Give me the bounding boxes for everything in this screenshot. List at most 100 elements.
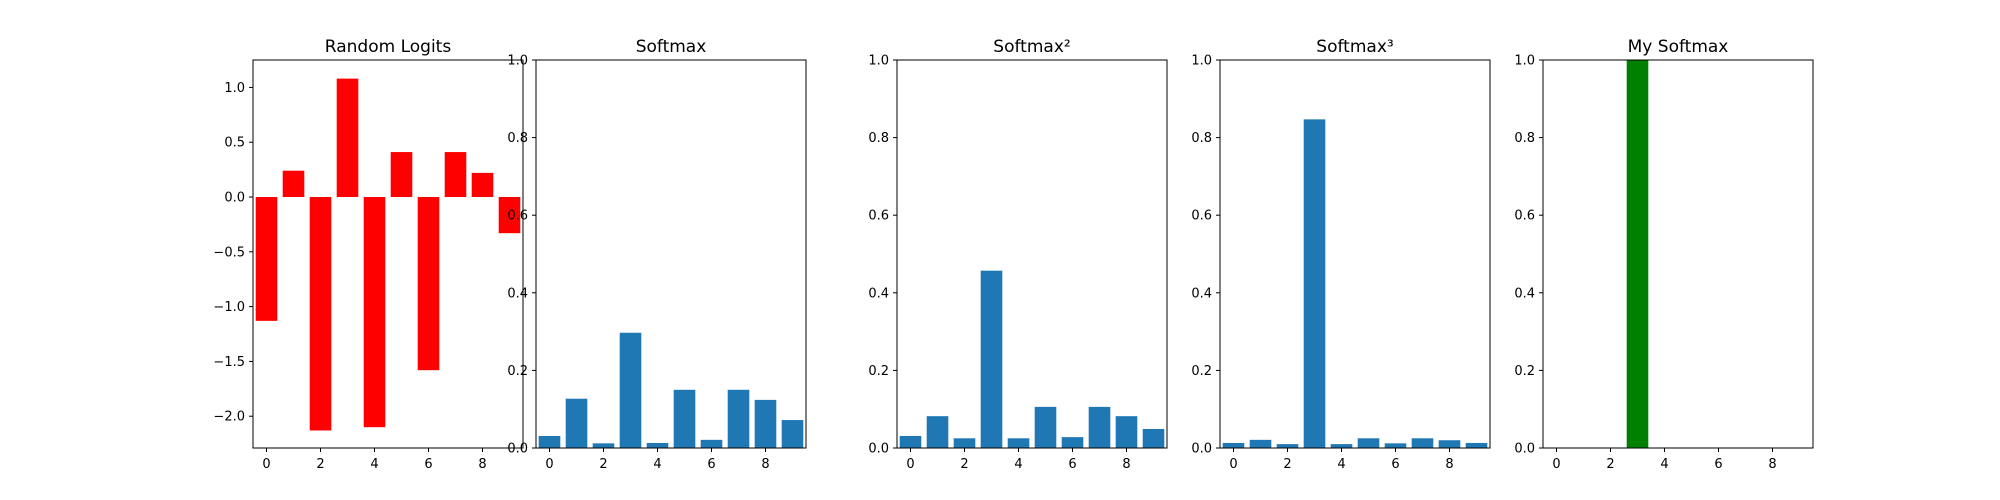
chart-title: Softmax [636, 37, 707, 57]
axes-frame [535, 59, 807, 449]
bar-7 [1411, 438, 1434, 448]
bar-0 [255, 197, 278, 321]
bar-9 [1465, 442, 1488, 448]
bar-3 [619, 332, 642, 448]
y-tick-label: 0.2 [507, 364, 528, 379]
bar-1 [565, 398, 588, 448]
chart-my-softmax: My Softmax 0.0 0.2 0.4 0.6 0.8 1.0 0 2 4 6 8 [1514, 37, 1814, 472]
chart-title: Random Logits [325, 37, 452, 57]
y-tick-label: 0.4 [507, 286, 528, 301]
bar-5 [1034, 406, 1057, 448]
axes-frame [252, 59, 524, 449]
y-tick-label: 1.0 [1191, 54, 1212, 69]
bar-5 [673, 389, 696, 448]
bar-7 [1088, 406, 1111, 448]
y-tick-label: 0.0 [507, 442, 528, 457]
y-tick-label: 0.6 [507, 209, 528, 224]
bar-3 [1626, 60, 1649, 448]
y-tick-label: 0.8 [1191, 131, 1212, 146]
bar-0 [1222, 442, 1245, 448]
bar-9 [781, 420, 804, 448]
y-tick-label: 1.0 [1514, 54, 1535, 69]
x-tick-label: 0 [1552, 457, 1560, 472]
x-tick-label: 8 [1445, 457, 1453, 472]
y-tick-label: 0.0 [1514, 442, 1535, 457]
x-tick-label: 8 [478, 457, 486, 472]
x-tick-label: 8 [1122, 457, 1130, 472]
bar-4 [646, 442, 669, 448]
y-tick-label: −1.5 [213, 355, 245, 370]
bar-4 [1007, 438, 1030, 448]
bar-2 [953, 438, 976, 448]
x-tick-label: 6 [707, 457, 715, 472]
bar-3 [1303, 119, 1326, 449]
y-tick-label: −1.0 [213, 300, 245, 315]
y-tick-label: 1.0 [224, 81, 245, 96]
y-tick-label: 0.6 [1191, 209, 1212, 224]
bar-2 [592, 443, 615, 448]
y-tick-label: 0.2 [868, 364, 889, 379]
x-tick-label: 2 [1283, 457, 1291, 472]
x-tick-label: 6 [1714, 457, 1722, 472]
bar-6 [417, 197, 440, 371]
y-tick-label: 0.2 [1514, 364, 1535, 379]
x-tick-label: 8 [1768, 457, 1776, 472]
chart-softmax-cubed: Softmax³ 0.0 0.2 0.4 0.6 0.8 1.0 0 2 4 6 8 [1191, 37, 1491, 472]
chart-softmax-squared: Softmax² 0.0 0.2 0.4 0.6 0.8 1.0 0 2 4 6 8 [868, 37, 1168, 472]
axes-frame [1219, 59, 1491, 449]
axes-frame [1542, 59, 1814, 449]
x-tick-label: 2 [960, 457, 968, 472]
bar-0 [899, 435, 922, 448]
x-tick-label: 6 [1391, 457, 1399, 472]
bar-7 [444, 152, 467, 198]
y-tick-label: 0.0 [868, 442, 889, 457]
chart-title: My Softmax [1628, 37, 1729, 57]
chart-random-logits: Random Logits −2.0 −1.5 −1.0 −0.5 0.0 0.5 1.0 0… [213, 37, 524, 472]
y-tick-label: −0.5 [213, 245, 245, 260]
bar-8 [754, 399, 777, 448]
bar-8 [471, 172, 494, 197]
chart-softmax: Softmax 0.0 0.2 0.4 0.6 0.8 1.0 0 2 4 6 8 [507, 37, 807, 472]
x-tick-label: 6 [1068, 457, 1076, 472]
bar-1 [926, 416, 949, 448]
y-tick-label: 0.2 [1191, 364, 1212, 379]
y-tick-label: 0.6 [868, 209, 889, 224]
bar-5 [1357, 438, 1380, 448]
y-tick-label: 0.6 [1514, 209, 1535, 224]
y-tick-label: 0.8 [507, 131, 528, 146]
bar-7 [727, 389, 750, 448]
x-tick-label: 0 [1229, 457, 1237, 472]
bar-9 [1142, 428, 1165, 448]
x-tick-label: 2 [1606, 457, 1614, 472]
x-tick-label: 4 [1660, 457, 1668, 472]
bar-3 [980, 270, 1003, 448]
y-tick-label: 0.4 [1514, 286, 1535, 301]
y-tick-label: 0.4 [868, 286, 889, 301]
bar-2 [309, 197, 332, 431]
bar-8 [1438, 440, 1461, 448]
y-tick-label: 0.0 [224, 191, 245, 206]
x-tick-label: 0 [545, 457, 553, 472]
y-tick-label: 1.0 [868, 54, 889, 69]
x-tick-label: 4 [1337, 457, 1345, 472]
chart-title: Softmax² [993, 37, 1070, 57]
bar-4 [363, 197, 386, 428]
bar-5 [390, 152, 413, 198]
x-tick-label: 4 [653, 457, 661, 472]
x-tick-label: 2 [316, 457, 324, 472]
axes-frame [896, 59, 1168, 449]
y-tick-label: 0.8 [1514, 131, 1535, 146]
x-tick-label: 0 [906, 457, 914, 472]
bar-9 [498, 197, 521, 234]
x-tick-label: 0 [262, 457, 270, 472]
y-tick-label: 0.4 [1191, 286, 1212, 301]
y-tick-label: −2.0 [213, 410, 245, 425]
y-tick-label: 0.0 [1191, 442, 1212, 457]
x-tick-label: 2 [599, 457, 607, 472]
bar-2 [1276, 444, 1299, 448]
bar-6 [700, 439, 723, 448]
bar-4 [1330, 444, 1353, 448]
y-tick-label: 0.5 [224, 136, 245, 151]
y-tick-label: 1.0 [507, 54, 528, 69]
